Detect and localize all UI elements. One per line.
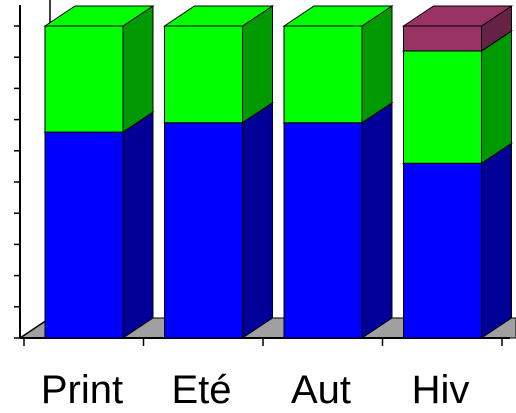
x-tick-label: Print	[41, 368, 123, 412]
bar-front	[283, 122, 363, 339]
bar-top	[282, 5, 394, 27]
bar-segment	[162, 101, 275, 339]
bar-front	[164, 122, 243, 339]
x-tick-label: Eté	[171, 368, 231, 412]
bar-front	[164, 25, 243, 124]
bar-front	[403, 50, 482, 164]
bar-front	[403, 25, 482, 52]
bar-front	[44, 131, 124, 339]
bar-segment	[162, 5, 275, 124]
bar-side	[242, 101, 273, 339]
bar-side	[361, 101, 393, 339]
bar-side	[122, 111, 154, 339]
bar-side	[122, 5, 154, 134]
bar-side	[481, 142, 512, 339]
bar-segment	[401, 5, 514, 52]
bar-segment	[43, 111, 155, 339]
chart-bars	[43, 5, 514, 339]
x-tick-labels: Print Eté Aut Hiv	[41, 368, 470, 412]
bar-front	[403, 162, 482, 339]
bar-top	[401, 5, 514, 27]
bar-side	[481, 30, 512, 165]
bar-segment	[282, 101, 394, 339]
bar-top	[43, 5, 155, 27]
bar-segment	[43, 5, 155, 134]
x-tick-label: Aut	[291, 368, 351, 412]
bar-front	[44, 25, 124, 133]
bar-segment	[401, 142, 514, 339]
bar-segment	[282, 5, 394, 124]
bar-top	[162, 5, 275, 27]
x-tick-label: Hiv	[412, 368, 470, 412]
bar-front	[283, 25, 363, 124]
